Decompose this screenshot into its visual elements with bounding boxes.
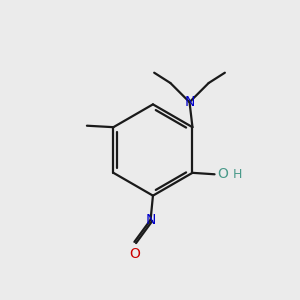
- Text: O: O: [129, 247, 140, 261]
- Text: N: N: [184, 95, 195, 109]
- Text: H: H: [233, 168, 242, 181]
- Text: N: N: [146, 213, 156, 227]
- Text: O: O: [217, 167, 228, 181]
